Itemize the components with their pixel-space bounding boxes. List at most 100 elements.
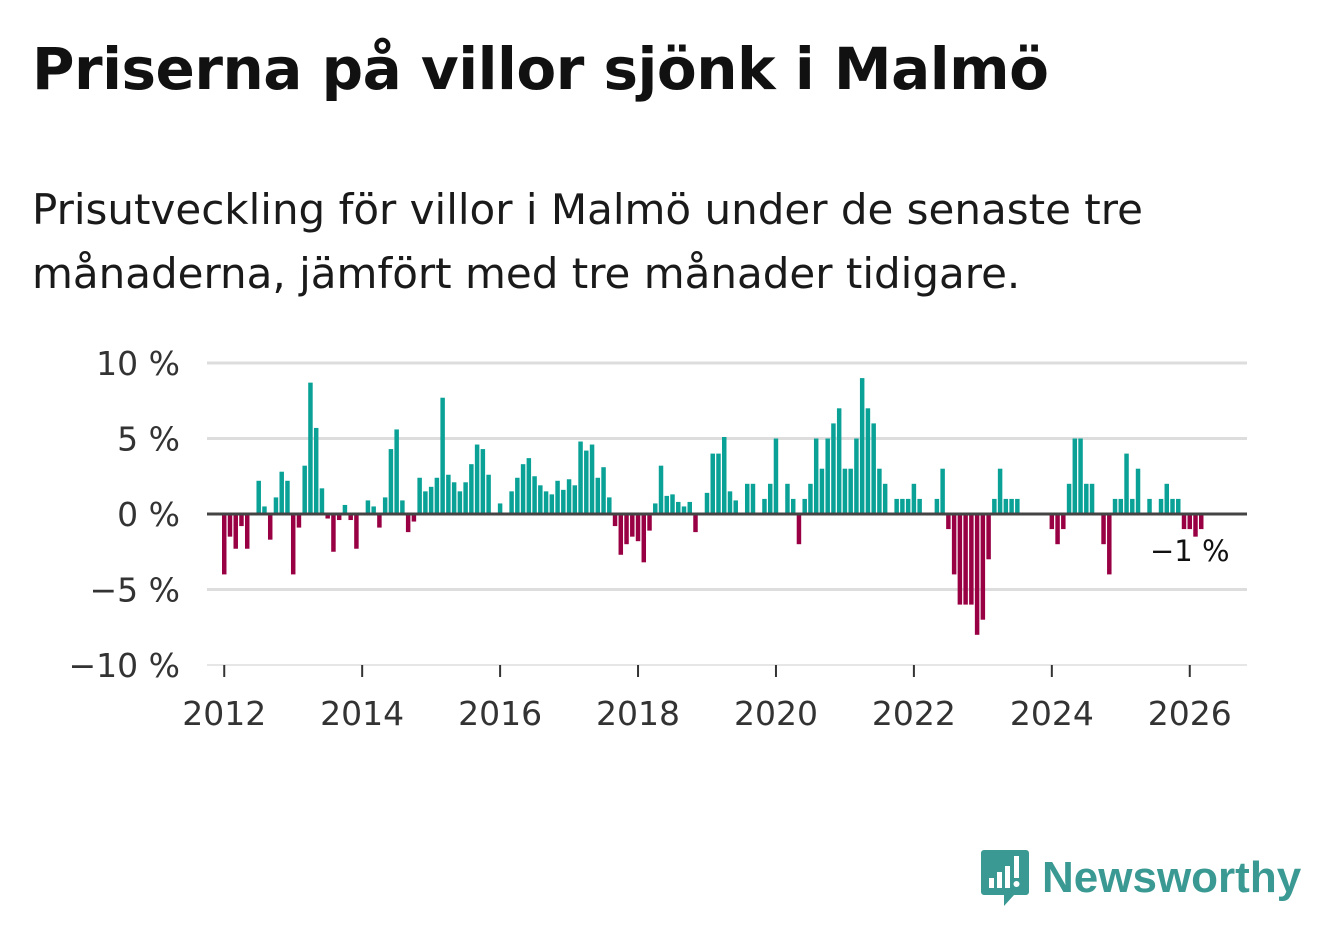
bar [601, 467, 606, 514]
bar [1187, 514, 1192, 530]
bar [480, 449, 486, 514]
bar [802, 498, 807, 514]
bar [308, 382, 313, 514]
bar [405, 514, 411, 533]
bar [842, 468, 848, 514]
bar [836, 408, 842, 514]
bar [365, 500, 371, 514]
bar [865, 408, 871, 514]
bar [819, 468, 825, 514]
bar [1089, 483, 1095, 514]
bar [1055, 514, 1060, 545]
bar [785, 483, 790, 514]
bar [1181, 514, 1187, 530]
bar [515, 477, 520, 514]
x-tick-label: 2022 [872, 694, 956, 733]
bar [509, 491, 514, 514]
bar [336, 514, 342, 521]
bar [825, 438, 830, 514]
bar [808, 483, 813, 514]
bar [417, 477, 422, 514]
bar [267, 514, 273, 540]
bar [474, 444, 480, 514]
bar [744, 483, 750, 514]
bar [641, 514, 647, 563]
bar [1107, 514, 1112, 575]
bar [446, 474, 451, 514]
bar [624, 514, 629, 545]
bar [951, 514, 957, 575]
bar [1009, 498, 1014, 514]
brand-name: Newsworthy [1042, 853, 1302, 902]
bar [239, 514, 244, 527]
bar [463, 482, 468, 514]
newsworthy-logo[interactable]: Newsworthy [980, 848, 1301, 908]
bar [348, 514, 353, 521]
x-tick-label: 2018 [596, 694, 680, 733]
bar [589, 444, 595, 514]
bar [997, 468, 1003, 514]
bar [555, 480, 560, 514]
bar [411, 514, 417, 522]
bar [1112, 498, 1118, 514]
bar [285, 480, 290, 514]
bar [1072, 438, 1078, 514]
newsworthy-logo-icon [981, 850, 1029, 906]
bar [595, 477, 601, 514]
bar [273, 497, 279, 514]
bar [469, 464, 474, 514]
bar [992, 498, 997, 514]
last-value-annotation: −1 % [1150, 534, 1230, 568]
bar [1084, 483, 1089, 514]
bar [1135, 468, 1141, 514]
bar [262, 506, 267, 514]
bar [423, 491, 428, 514]
bar [296, 514, 302, 528]
bar [561, 489, 566, 514]
bar [773, 438, 779, 514]
bar [371, 506, 376, 514]
bar [1118, 498, 1124, 514]
bar [1193, 514, 1198, 537]
annotation-group: −1 % [1150, 534, 1230, 568]
y-tick-label: 5 % [117, 420, 180, 459]
bar [520, 464, 526, 514]
bar [1101, 514, 1106, 545]
bar [400, 500, 405, 514]
bar [681, 506, 687, 514]
bar [342, 504, 348, 514]
bar [1158, 498, 1164, 514]
bar [244, 514, 250, 549]
bar [664, 495, 670, 514]
bar [969, 514, 974, 605]
bar [538, 485, 543, 514]
bar [854, 438, 859, 514]
bar [871, 423, 876, 514]
y-tick-label: −10 % [69, 646, 181, 685]
bar [859, 378, 865, 514]
bar [566, 479, 572, 514]
bar [986, 514, 991, 560]
bar [670, 494, 675, 514]
x-axis: 2012 2014 2016 2018 2020 2022 2024 2026 [182, 665, 1232, 733]
bar [963, 514, 968, 605]
bar [325, 514, 330, 519]
bar [831, 423, 836, 514]
bar [635, 514, 641, 542]
bar [917, 498, 922, 514]
bar [302, 465, 307, 514]
bar [227, 514, 233, 537]
bar [394, 429, 399, 514]
bar [911, 483, 917, 514]
bar [451, 482, 457, 514]
bar [767, 483, 773, 514]
chart-subtitle: Prisutveckling för villor i Malmö under … [32, 185, 1143, 298]
bar [382, 497, 388, 514]
bar [813, 438, 819, 514]
bar-series [222, 378, 1204, 635]
bar [722, 436, 727, 514]
bar [543, 491, 549, 514]
bar [1130, 498, 1135, 514]
bar [762, 498, 767, 514]
bar [1015, 498, 1020, 514]
